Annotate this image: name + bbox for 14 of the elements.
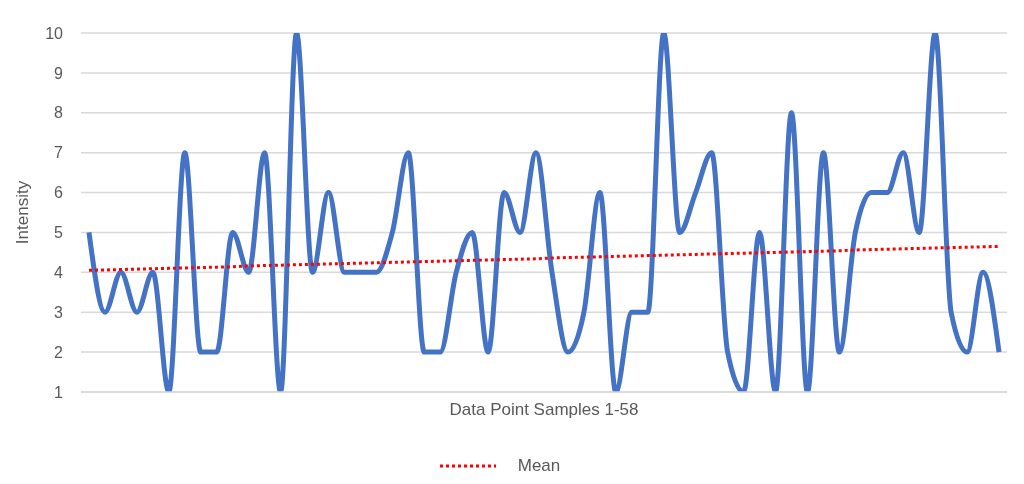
line-series: [87, 244, 1001, 272]
legend-label: Mean: [517, 456, 561, 476]
y-tick-label: 2: [54, 343, 64, 361]
y-tick-label: 6: [54, 184, 64, 202]
y-tick-label: 3: [54, 303, 64, 321]
x-axis-title: Data Point Samples 1-58: [449, 400, 639, 419]
y-tick-label: 4: [54, 264, 64, 282]
y-tick-label: 1: [54, 383, 64, 401]
y-tick-label: 7: [54, 144, 64, 162]
y-tick-label: 9: [54, 64, 64, 82]
y-tick-label: 8: [54, 104, 64, 122]
y-axis-title: Intensity: [13, 180, 33, 245]
y-tick-label: 5: [54, 224, 64, 242]
y-tick-label: 10: [45, 24, 64, 42]
